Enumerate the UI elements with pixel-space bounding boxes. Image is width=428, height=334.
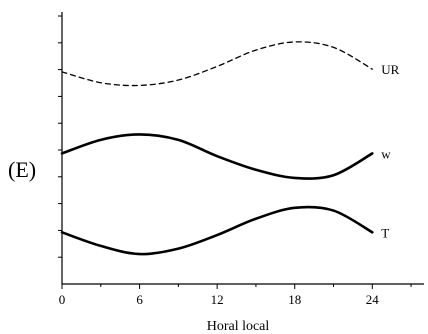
series-line-t: [60, 205, 374, 256]
y-ticks: [58, 15, 62, 258]
x-tick-label: 24: [366, 292, 380, 307]
x-tick-label: 12: [211, 292, 224, 307]
series-label-w: w: [381, 146, 391, 161]
chart-series: UR w T: [60, 41, 400, 256]
panel-label: (E): [8, 157, 37, 182]
chart-axes: [61, 12, 424, 285]
series-line-w: [60, 133, 374, 180]
series-line-ur: [61, 41, 373, 87]
x-ticks: 0 6 12 18 24: [59, 284, 412, 307]
x-tick-label: 18: [288, 292, 301, 307]
series-label-ur: UR: [381, 62, 399, 77]
series-label-t: T: [381, 225, 389, 240]
x-tick-label: 0: [59, 292, 66, 307]
x-tick-label: 6: [136, 292, 143, 307]
x-axis-title: Horal local: [207, 319, 270, 334]
